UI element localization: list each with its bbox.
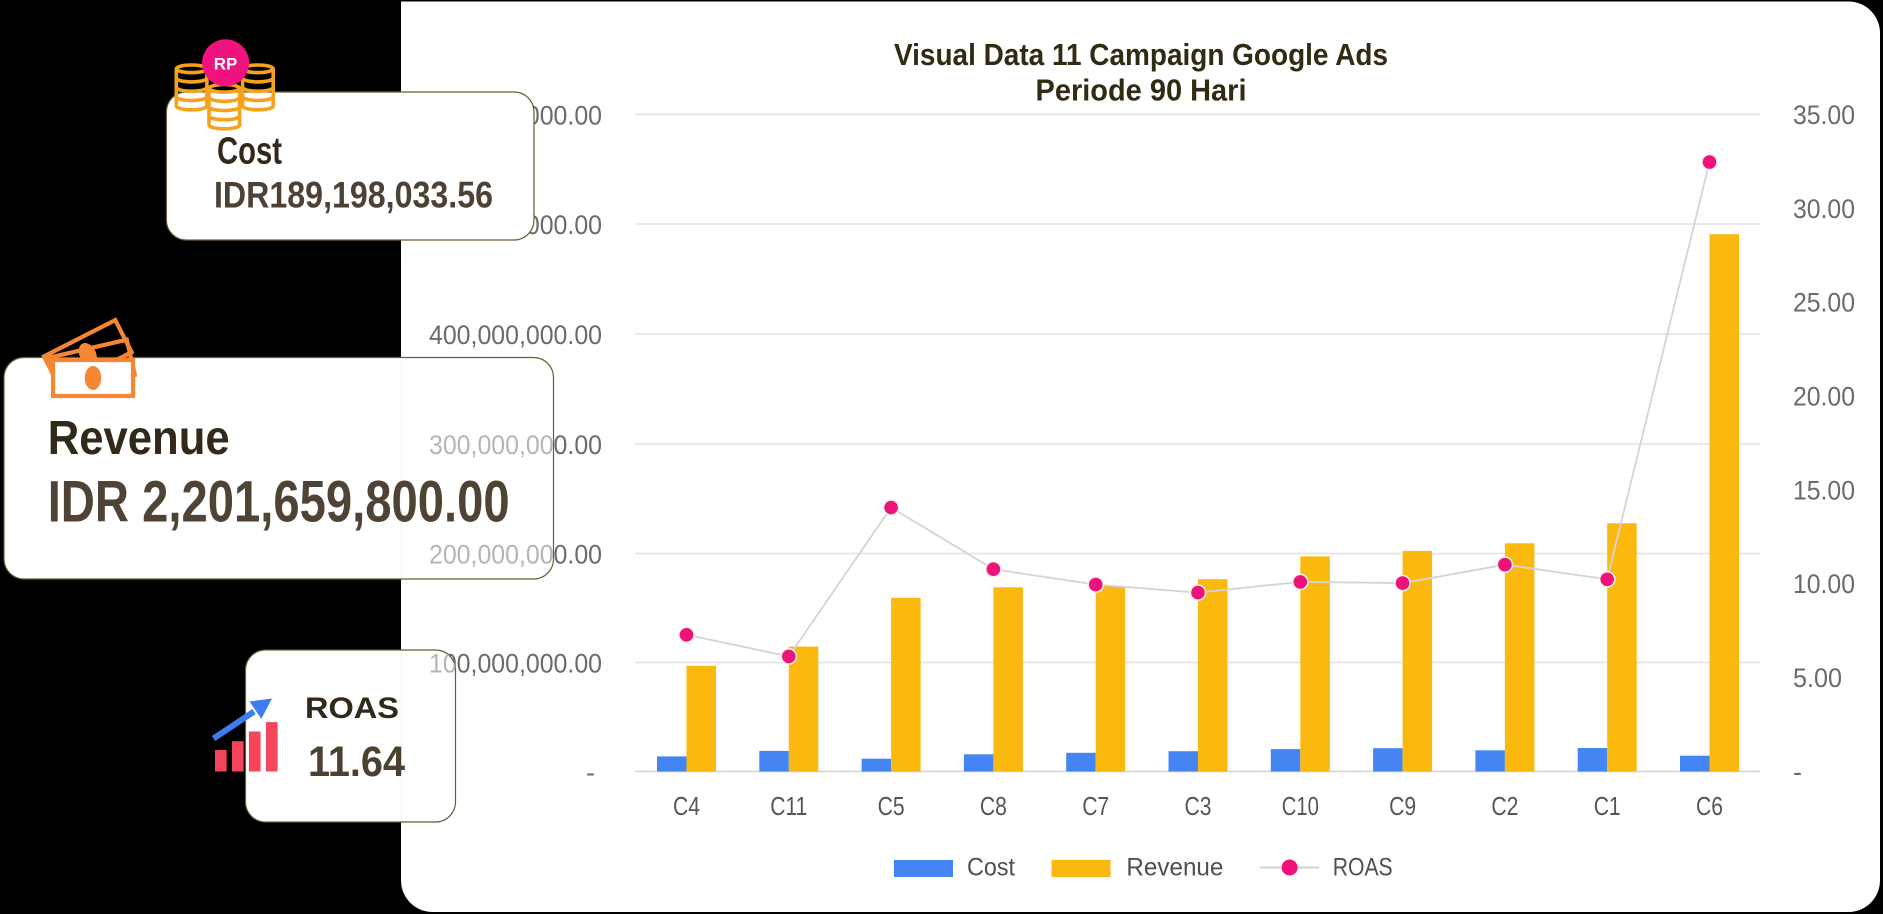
svg-text:Periode 90 Hari: Periode 90 Hari (1036, 73, 1247, 108)
svg-text:Cost: Cost (217, 131, 282, 173)
svg-text:ROAS: ROAS (305, 692, 399, 725)
svg-text:ROAS: ROAS (1333, 853, 1393, 881)
svg-text:IDR 2,201,659,800.00: IDR 2,201,659,800.00 (48, 470, 510, 535)
svg-text:RP: RP (214, 54, 238, 73)
svg-text:5.00: 5.00 (1793, 663, 1842, 693)
svg-text:IDR189,198,033.56: IDR189,198,033.56 (214, 174, 493, 216)
svg-text:100,000,000.00: 100,000,000.00 (429, 648, 602, 678)
svg-text:C11: C11 (770, 791, 807, 821)
svg-text:C3: C3 (1185, 791, 1212, 821)
svg-text:C9: C9 (1389, 791, 1416, 821)
svg-text:11.64: 11.64 (308, 738, 405, 786)
svg-text:30.00: 30.00 (1793, 194, 1855, 224)
svg-text:-: - (586, 757, 595, 787)
svg-text:C5: C5 (878, 791, 905, 821)
svg-text:15.00: 15.00 (1793, 475, 1855, 505)
svg-text:20.00: 20.00 (1793, 382, 1855, 412)
svg-text:Revenue: Revenue (1126, 853, 1223, 881)
svg-text:C4: C4 (673, 791, 700, 821)
svg-text:Visual Data 11 Campaign Google: Visual Data 11 Campaign Google Ads (894, 37, 1388, 72)
svg-text:Revenue: Revenue (48, 412, 230, 465)
svg-text:300,000,000.00: 300,000,000.00 (429, 430, 602, 460)
svg-text:25.00: 25.00 (1793, 288, 1855, 318)
svg-text:C1: C1 (1594, 791, 1621, 821)
svg-text:C7: C7 (1082, 791, 1109, 821)
svg-text:200,000,000.00: 200,000,000.00 (429, 539, 602, 569)
svg-text:-: - (1793, 757, 1802, 787)
svg-text:C8: C8 (980, 791, 1007, 821)
svg-text:C10: C10 (1282, 791, 1319, 821)
svg-text:Cost: Cost (967, 853, 1015, 881)
svg-text:400,000,000.00: 400,000,000.00 (429, 320, 602, 350)
svg-text:10.00: 10.00 (1793, 569, 1855, 599)
svg-text:C6: C6 (1696, 791, 1723, 821)
svg-text:35.00: 35.00 (1793, 100, 1855, 130)
svg-text:C2: C2 (1491, 791, 1518, 821)
